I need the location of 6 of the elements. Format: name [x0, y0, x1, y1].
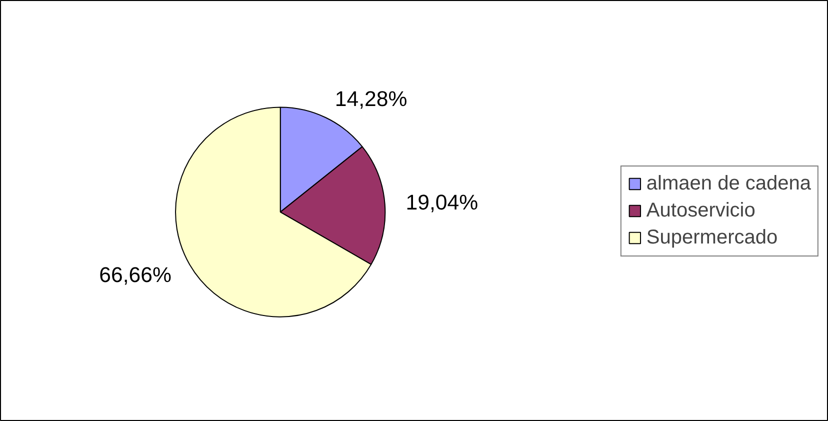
- legend-label: Supermercado: [646, 226, 778, 249]
- data-label: 14,28%: [334, 86, 408, 111]
- legend-label: Autoservicio: [646, 199, 756, 222]
- data-label: 66,66%: [99, 262, 172, 287]
- legend-label: almaen de cadena: [646, 172, 811, 195]
- data-label: 19,04%: [406, 190, 478, 215]
